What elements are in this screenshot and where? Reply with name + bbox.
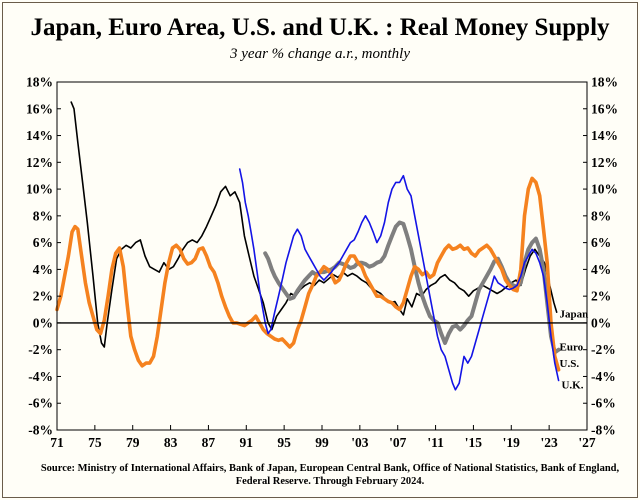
x-tick-label: 79 [126,435,140,450]
x-tick-label: '07 [389,435,407,450]
y-tick-label-right: -4% [591,369,616,384]
y-tick-label-left: 4% [33,262,53,277]
x-ticks: 71 75 79 83 87 91 95 99 '03 '07 '11 '15 '19 '23 '27 [50,425,596,450]
chart-source-note: Source: Ministry of International Affair… [40,463,620,487]
y-tick-label-right: -2% [591,342,616,357]
x-tick-label: 95 [277,435,291,450]
x-tick-label: '23 [541,435,559,450]
plot-border [56,81,588,431]
y-tick-label-right: 6% [591,235,611,250]
y-tick-label-right: 16% [591,101,618,116]
x-tick-label: 75 [88,435,102,450]
x-tick-label: 87 [202,435,216,450]
y-tick-label-left: 2% [33,289,53,304]
series-labels: Japan Euro U.S. U.K. [560,309,589,392]
series-label-euro: Euro [560,341,584,353]
y-tick-label-left: 8% [33,208,53,223]
chart-title: Japan, Euro Area, U.S. and U.K. : Real M… [30,14,610,41]
y-ticks-left: -8% -6% -4% -2% 0% 2% 4% 6% 8% 10% 12% 14% 16% 18% [26,75,61,438]
series-line-uk [238,168,560,391]
series-label-us: U.S. [560,358,580,370]
series-label-japan: Japan [560,309,589,321]
y-tick-label-left: 16% [26,101,53,116]
y-tick-label-left: -6% [28,396,53,411]
y-tick-label-left: -2% [28,342,53,357]
series-lines [55,101,561,391]
x-tick-label: '27 [578,435,596,450]
y-tick-label-left: -4% [28,369,53,384]
y-tick-label-left: 0% [33,315,53,330]
x-tick-label: '03 [351,435,369,450]
series-label-uk: U.K. [561,379,583,391]
x-tick-label: 83 [164,435,178,450]
y-tick-label-right: 10% [591,182,618,197]
chart-subtitle: 3 year % change a.r., monthly [230,46,410,62]
y-tick-label-right: -8% [591,423,616,438]
y-tick-label-right: 4% [591,262,611,277]
x-tick-label: 99 [315,435,329,450]
series-line-us [55,176,561,372]
x-tick-label: 91 [240,435,254,450]
x-tick-label: '11 [427,435,444,450]
x-tick-label: '15 [465,435,483,450]
y-tick-label-left: 10% [26,182,53,197]
y-tick-label-left: 12% [26,155,53,170]
y-tick-label-right: 12% [591,155,618,170]
y-tick-label-left: 6% [33,235,53,250]
y-tick-label-right: 14% [591,128,618,143]
y-ticks-right: -8% -6% -4% -2% 0% 2% 4% 6% 8% 10% 12% 14% 16% 18% [583,75,618,438]
y-tick-label-right: 18% [591,75,618,90]
y-tick-label-left: 18% [26,75,53,90]
y-tick-label-right: -6% [591,396,616,411]
y-tick-label-right: 0% [591,315,611,330]
y-tick-label-left: 14% [26,128,53,143]
x-tick-label: 71 [50,435,64,450]
x-tick-label: '19 [503,435,521,450]
y-tick-label-right: 8% [591,208,611,223]
y-tick-label-left: -8% [28,423,53,438]
y-tick-label-right: 2% [591,289,611,304]
